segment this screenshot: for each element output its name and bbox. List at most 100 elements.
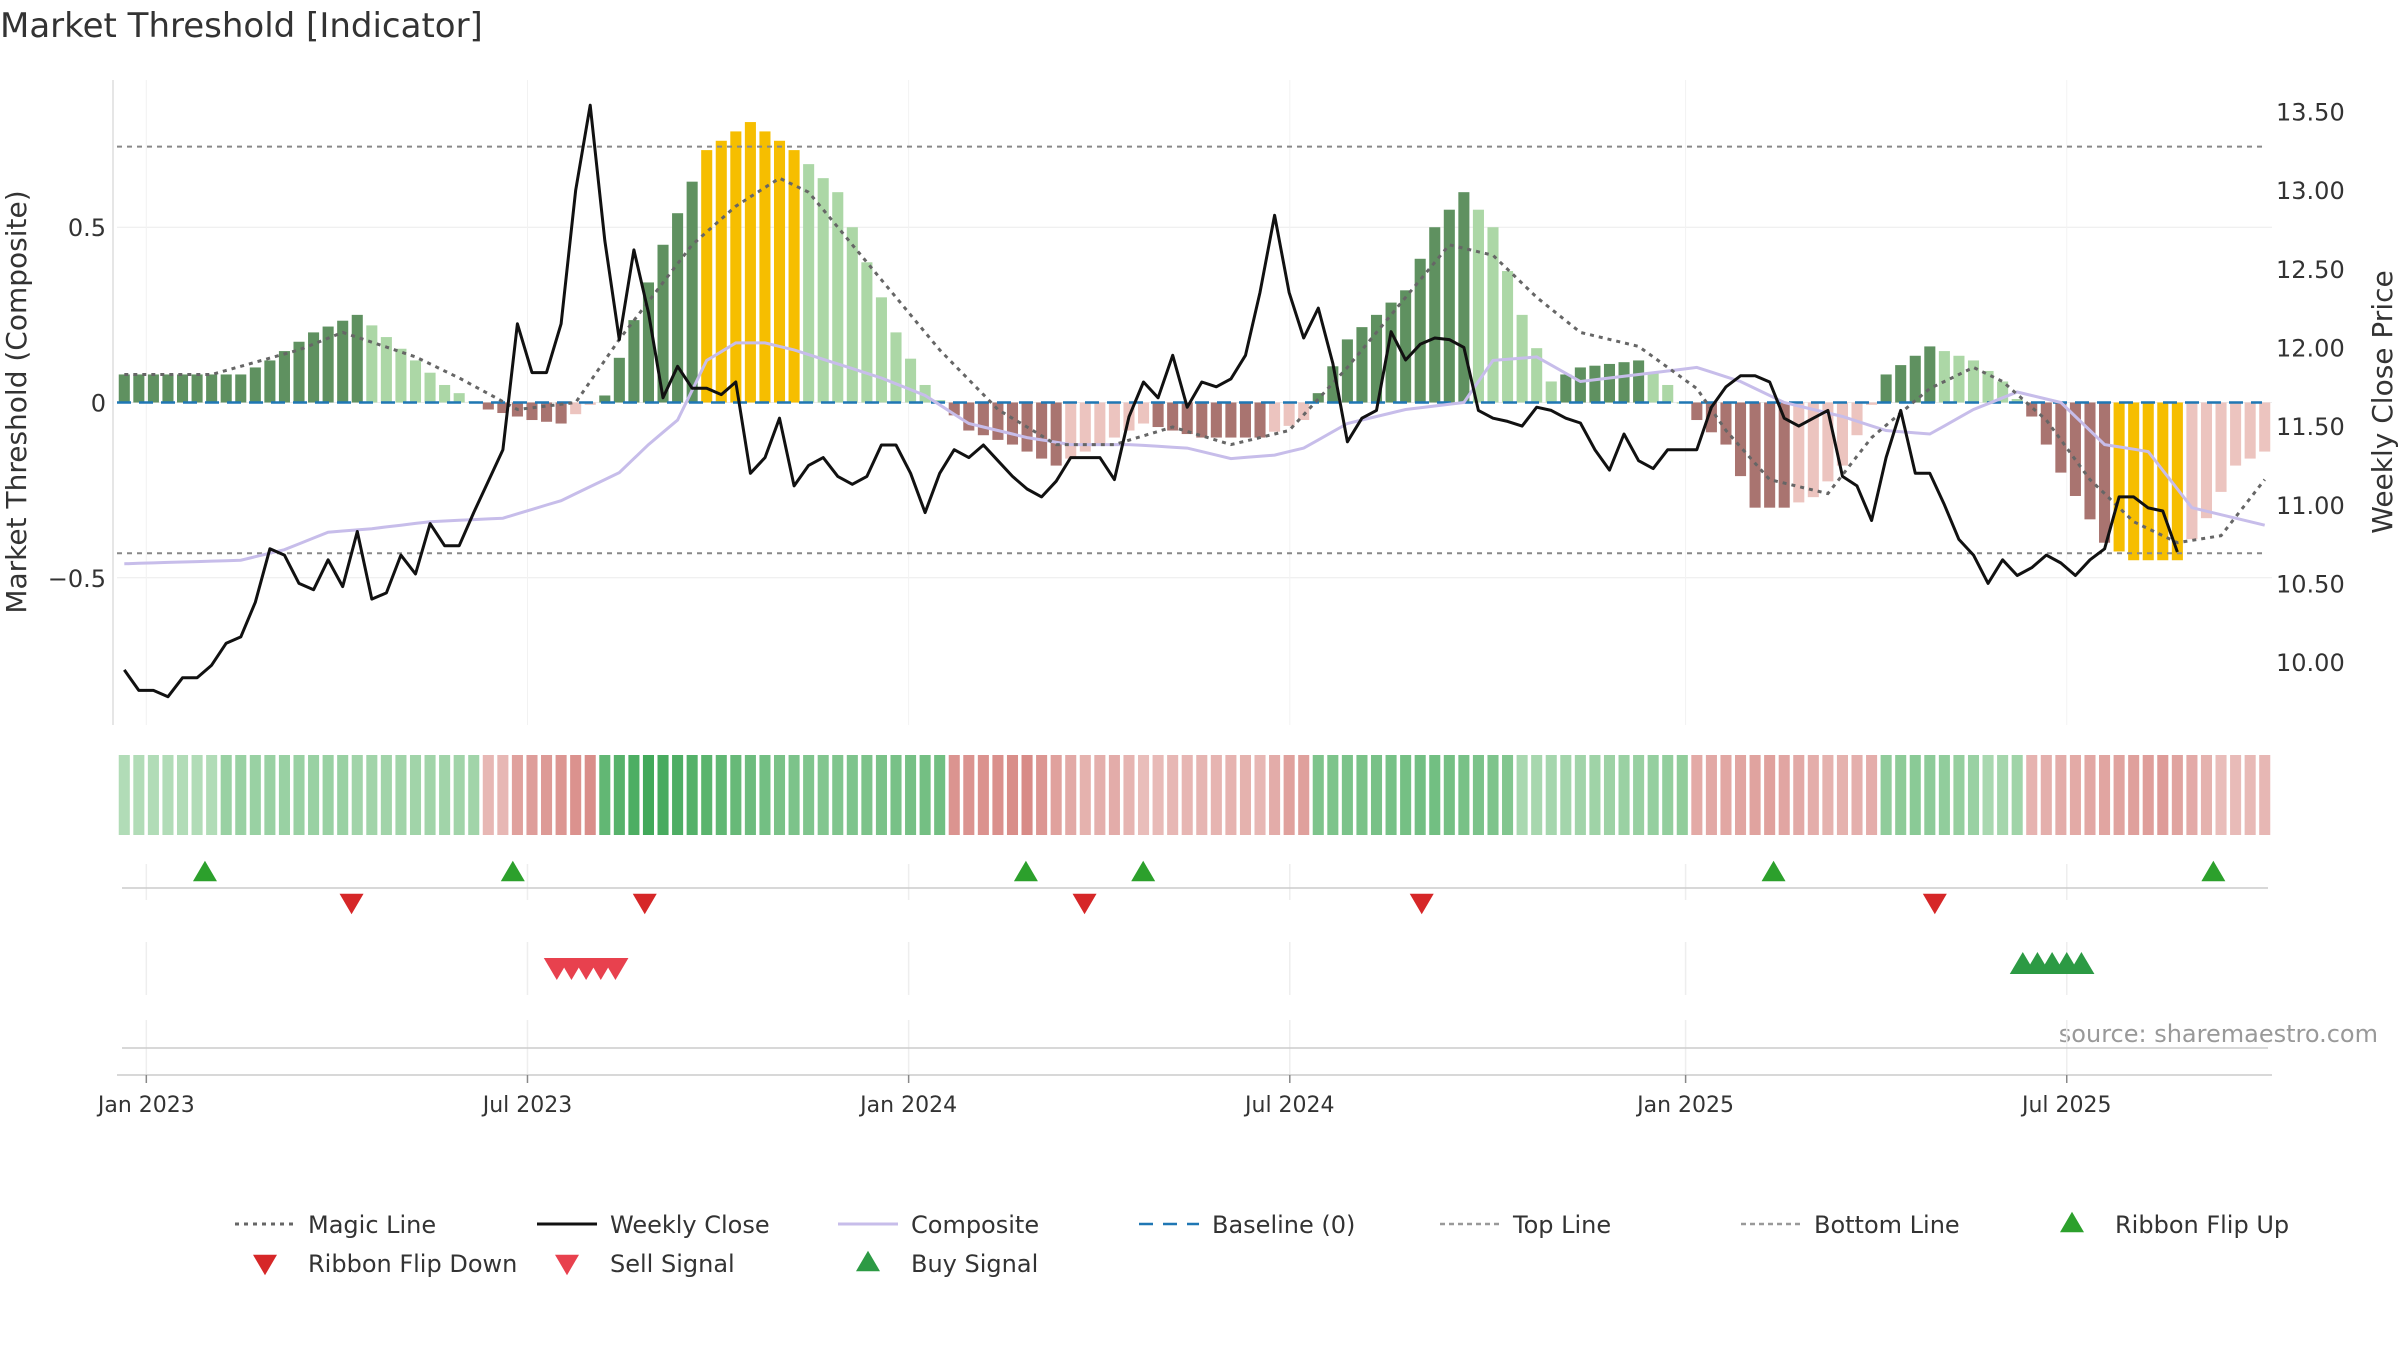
ribbon-cell [613, 755, 625, 835]
ribbon-cell [701, 755, 713, 835]
histogram-bar [832, 192, 844, 403]
histogram-bar [1487, 227, 1499, 403]
ribbon-cell [1997, 755, 2009, 835]
histogram-bar [162, 374, 174, 403]
legend-item: Top Line [1440, 1211, 1611, 1239]
ribbon-cell [497, 755, 509, 835]
y2-tick-label: 11.00 [2276, 492, 2345, 520]
y2-tick-label: 10.50 [2276, 570, 2345, 598]
histogram-bar [992, 402, 1004, 440]
ribbon-cell [2244, 755, 2256, 835]
histogram-bar [293, 341, 305, 403]
ribbon-cell [2259, 755, 2271, 835]
histogram-bar [1662, 384, 1674, 403]
ribbon-cell [2099, 755, 2111, 835]
legend-label: Buy Signal [911, 1250, 1038, 1278]
ribbon-cell [715, 755, 727, 835]
ribbon-cell [395, 755, 407, 835]
ribbon-cell [2069, 755, 2081, 835]
ribbon-cell [1123, 755, 1135, 835]
ribbon-cell [366, 755, 378, 835]
histogram-bar [963, 402, 975, 431]
ribbon-cell [1050, 755, 1062, 835]
histogram-bar [730, 131, 742, 403]
legend-swatch [253, 1254, 277, 1276]
ribbon-cell [759, 755, 771, 835]
histogram-bar [1531, 348, 1543, 403]
histogram-bar [1720, 402, 1732, 445]
ribbon-cell [1924, 755, 1936, 835]
histogram-bar [1647, 372, 1659, 403]
ribbon-cell [1152, 755, 1164, 835]
ribbon-cell [1487, 755, 1499, 835]
ribbon-cell [1443, 755, 1455, 835]
histogram-bar [2200, 402, 2213, 519]
ribbon-cell [1269, 755, 1281, 835]
histogram-bar [337, 320, 349, 403]
x-tick-label: Jul 2025 [2020, 1093, 2112, 1118]
ribbon-cell [817, 755, 829, 835]
histogram-bar [599, 395, 611, 403]
ribbon-cell [1938, 755, 1950, 835]
ribbon-cell [1764, 755, 1776, 835]
ribbon-cell [1414, 755, 1426, 835]
ribbon-cell [1647, 755, 1659, 835]
ribbon-cell [1778, 755, 1790, 835]
histogram-bar [875, 297, 887, 403]
ribbon-cell [1079, 755, 1091, 835]
ribbon-cell [1327, 755, 1339, 835]
histogram-bar [1924, 346, 1936, 403]
ribbon-cell [642, 755, 655, 835]
ribbon-cell [264, 755, 276, 835]
ribbon-cell [1036, 755, 1048, 835]
histogram-bar [773, 140, 786, 403]
legend-swatch [2060, 1211, 2084, 1233]
legend-label: Composite [911, 1211, 1039, 1239]
histogram-bar [1749, 402, 1761, 508]
ribbon-cell [1982, 755, 1994, 835]
ribbon-cell [2157, 755, 2169, 835]
ribbon-panel [118, 755, 2271, 835]
histogram-bar [1822, 402, 1834, 482]
histogram-bar [846, 227, 858, 403]
x-tick-label: Jul 2023 [481, 1093, 573, 1118]
histogram-bar [1982, 370, 1994, 403]
ribbon-cell [453, 755, 465, 835]
ribbon-cell [541, 755, 553, 835]
weekly-close-line [123, 103, 2179, 699]
ribbon-cell [2186, 755, 2198, 835]
histogram-bar [220, 374, 232, 403]
histogram-bar [351, 314, 363, 403]
histogram-bar [1006, 402, 1019, 445]
ribbon-flip-down-marker [1072, 893, 1097, 915]
ribbon-cell [133, 755, 145, 835]
ribbon-cell [249, 755, 261, 835]
y-axis-label: Market Threshold (Composite) [0, 190, 33, 613]
ribbon-cell [1356, 755, 1368, 835]
histogram-bar [409, 360, 422, 403]
histogram-bar [890, 332, 902, 403]
histogram-bar [147, 374, 159, 403]
legend-item: Weekly Close [537, 1211, 770, 1239]
histogram-bar [1967, 360, 1980, 403]
legend-label: Bottom Line [1814, 1211, 1960, 1239]
ribbon-cell [1210, 755, 1222, 835]
histogram-bar [2069, 402, 2081, 496]
ribbon-cell [977, 755, 989, 835]
ribbon-cell [293, 755, 305, 835]
histogram-bar [1065, 402, 1077, 459]
histogram-bar [1094, 402, 1106, 445]
ribbon-cell [1880, 755, 1892, 835]
histogram-bar [628, 320, 640, 403]
histogram-bar [672, 213, 684, 403]
histogram-bar [788, 150, 800, 403]
ribbon-cell [1603, 755, 1616, 835]
x-tick-label: Jul 2024 [1243, 1093, 1335, 1118]
histogram-bar [555, 402, 567, 424]
histogram-bar [1953, 355, 1965, 403]
histogram-bar [1764, 402, 1776, 508]
ribbon-cell [570, 755, 582, 835]
ribbon-cell [322, 755, 334, 835]
ribbon-cell [686, 755, 698, 835]
